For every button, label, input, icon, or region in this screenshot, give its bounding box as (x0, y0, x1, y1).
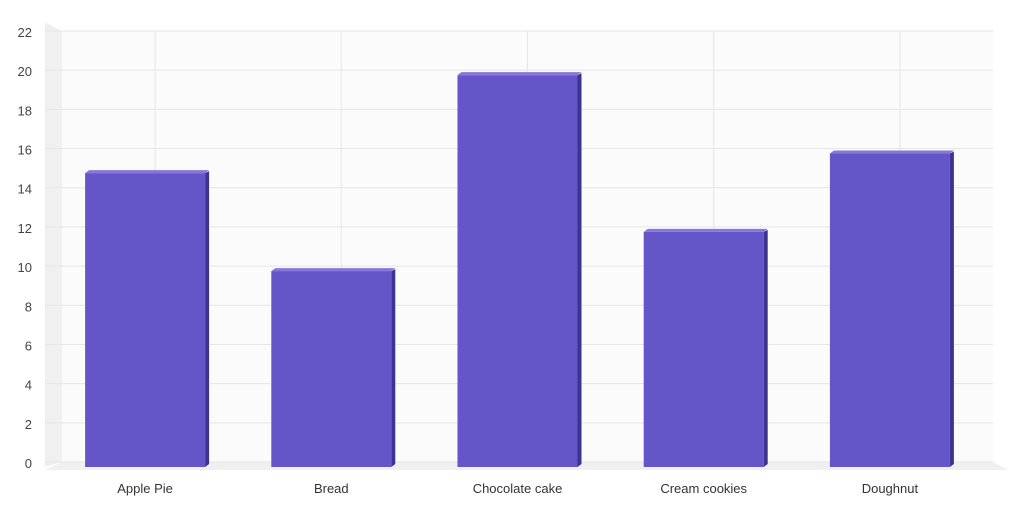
left-wall (45, 22, 62, 467)
y-tick-label: 0 (25, 456, 32, 471)
bar-3[interactable] (457, 72, 582, 467)
bar-4[interactable] (643, 228, 768, 467)
bar-front (457, 75, 578, 467)
y-tick-label: 2 (25, 417, 32, 432)
bar-top (85, 170, 210, 174)
y-tick-label: 20 (18, 64, 32, 79)
chart-bars (85, 72, 954, 468)
x-category-label: Chocolate cake (473, 481, 563, 496)
bar-front (643, 231, 764, 467)
y-tick-label: 4 (25, 378, 32, 393)
bar-side (763, 229, 768, 467)
x-category-label: Doughnut (862, 481, 919, 496)
x-category-label: Cream cookies (660, 481, 747, 496)
bar-front (85, 173, 206, 468)
bar-top (643, 228, 768, 232)
x-category-label: Bread (314, 481, 349, 496)
y-tick-label: 18 (18, 103, 32, 118)
y-tick-label: 22 (18, 25, 32, 40)
y-tick-label: 10 (18, 260, 32, 275)
bar-side (949, 151, 954, 467)
bar-top (271, 268, 396, 272)
y-tick-label: 8 (25, 299, 32, 314)
bar-1[interactable] (85, 170, 210, 468)
y-tick-label: 6 (25, 338, 32, 353)
y-tick-label: 14 (18, 182, 32, 197)
bar-5[interactable] (829, 150, 954, 467)
bar-front (271, 271, 392, 467)
y-tick-label: 12 (18, 221, 32, 236)
bar-2[interactable] (271, 268, 396, 467)
bar-top (457, 72, 582, 76)
bar-top (829, 150, 954, 154)
bar-front (829, 153, 950, 467)
bar-side (205, 171, 210, 468)
x-category-label: Apple Pie (117, 481, 173, 496)
bar-side (391, 269, 396, 467)
y-tick-label: 16 (18, 143, 32, 158)
x-axis-category-labels: Apple Pie Bread Chocolate cake Cream cookie… (117, 481, 918, 496)
bar-side (577, 73, 582, 467)
y-axis-tick-labels: 0 2 4 6 8 10 12 14 16 18 20 22 (18, 25, 32, 471)
